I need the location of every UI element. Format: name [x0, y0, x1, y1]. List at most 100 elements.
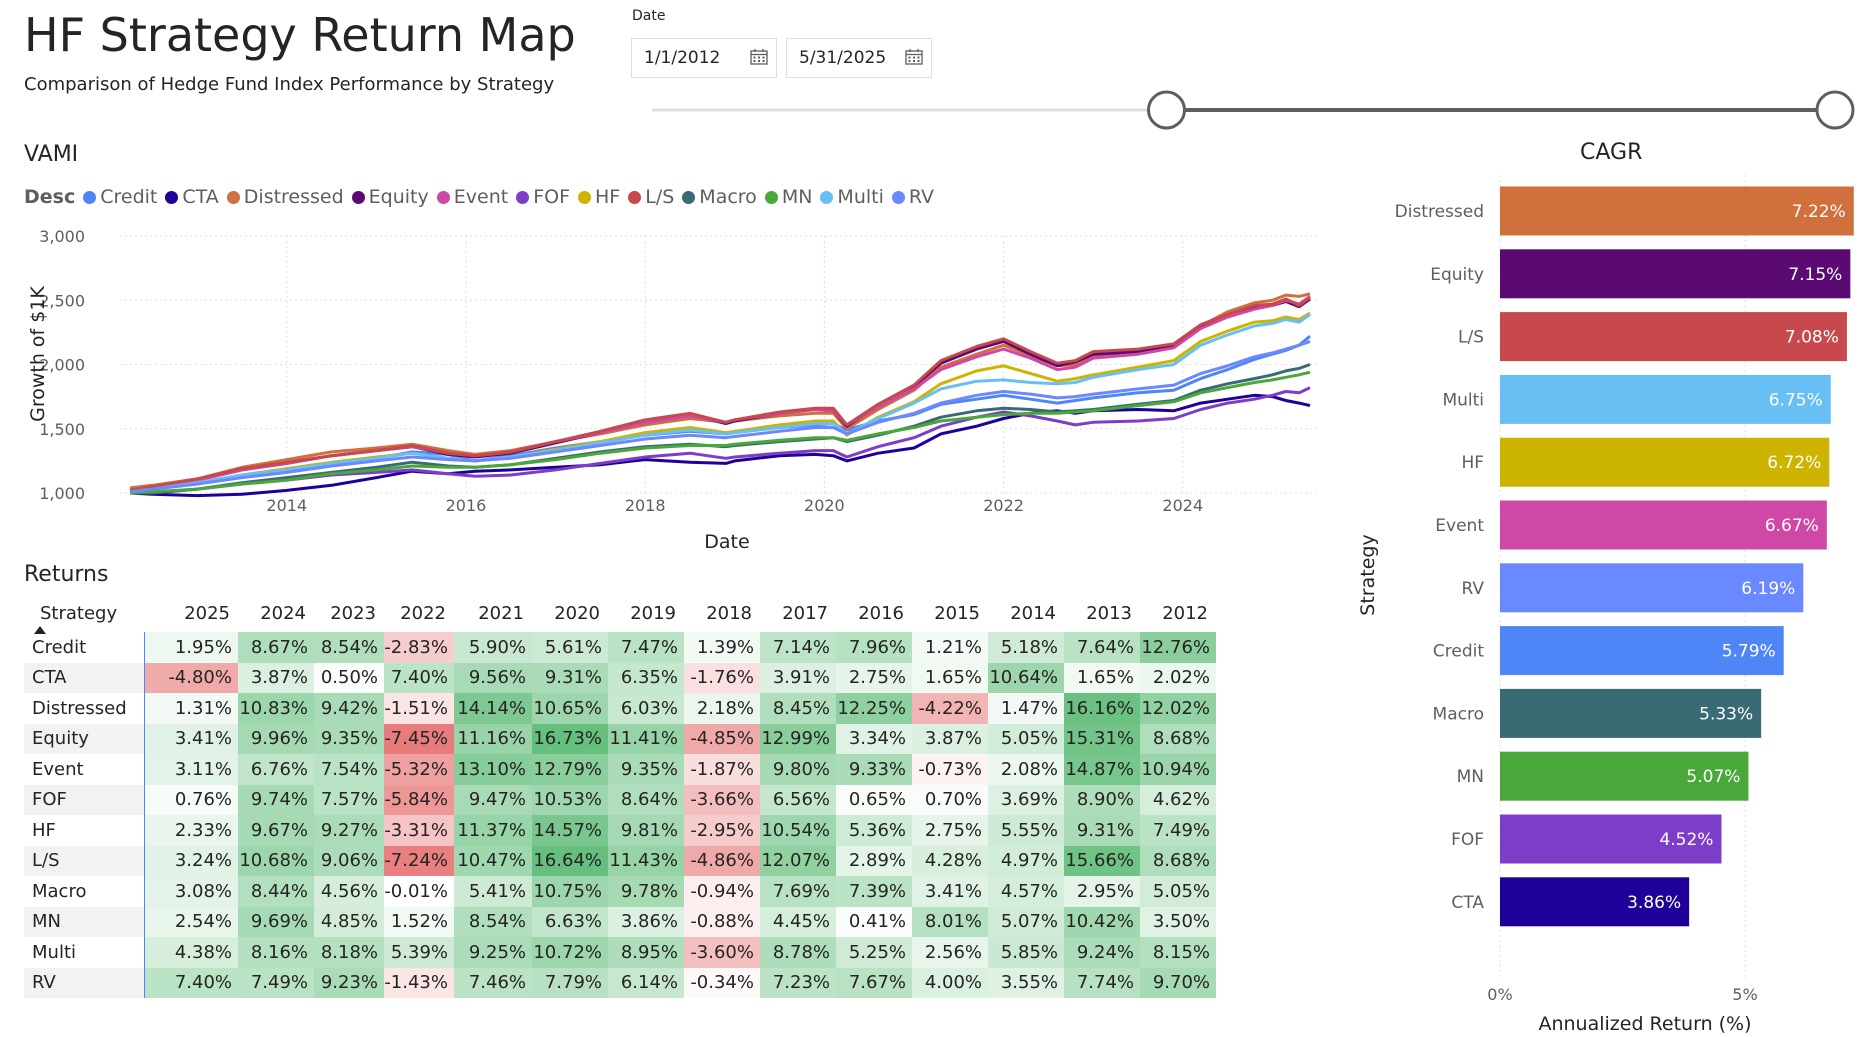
- legend-item[interactable]: Multi: [820, 186, 884, 208]
- table-cell: 9.23%: [314, 967, 384, 998]
- table-header-strategy[interactable]: Strategy: [24, 594, 144, 634]
- table-cell: 2.18%: [684, 693, 760, 724]
- table-column-header[interactable]: 2025: [184, 602, 230, 624]
- legend-swatch: [83, 190, 97, 204]
- table-column-header[interactable]: 2014: [1010, 602, 1056, 624]
- table-cell: 9.56%: [454, 662, 532, 693]
- vami-series-line[interactable]: [129, 313, 1311, 494]
- cagr-bar[interactable]: [1500, 437, 1830, 487]
- table-cell: 9.81%: [608, 815, 684, 846]
- table-row: MN 2.54% 9.69% 4.85% 1.52% 8.54% 6.63% 3.86% -0.…: [24, 906, 1216, 937]
- table-cell: 3.11%: [144, 754, 238, 785]
- legend-item[interactable]: Equity: [351, 186, 429, 208]
- cagr-bar[interactable]: [1500, 249, 1851, 299]
- legend-item[interactable]: CTA: [165, 186, 219, 208]
- table-row: L/S 3.24% 10.68% 9.06% -7.24% 10.47% 16.64% 11.…: [24, 845, 1216, 876]
- vami-series-line[interactable]: [130, 386, 1311, 495]
- table-column-header[interactable]: 2023: [330, 602, 376, 624]
- table-column-header[interactable]: 2022: [400, 602, 446, 624]
- table-column-header[interactable]: 2012: [1162, 602, 1208, 624]
- table-column-header[interactable]: 2013: [1086, 602, 1132, 624]
- vami-y-tick-label: 1,500: [39, 420, 85, 439]
- legend-title: Desc: [24, 186, 76, 208]
- table-cell: 14.87%: [1064, 754, 1140, 785]
- table-cell: 2.75%: [912, 815, 988, 846]
- cagr-bar[interactable]: [1500, 374, 1831, 424]
- vami-series-line[interactable]: [129, 393, 1311, 498]
- legend-swatch: [436, 190, 450, 204]
- cagr-category-label: FOF: [1451, 830, 1484, 850]
- table-column-header[interactable]: 2021: [478, 602, 524, 624]
- table-column-header[interactable]: 2019: [630, 602, 676, 624]
- table-column-header[interactable]: 2018: [706, 602, 752, 624]
- cagr-bar[interactable]: [1500, 877, 1690, 927]
- legend-label: HF: [595, 186, 621, 208]
- table-cell: 7.23%: [760, 967, 836, 998]
- table-cell: 7.39%: [836, 876, 912, 907]
- cagr-bar[interactable]: [1500, 814, 1722, 864]
- calendar-icon[interactable]: [905, 49, 923, 65]
- table-cell: 1.39%: [684, 632, 760, 663]
- legend-item[interactable]: Distressed: [226, 186, 344, 208]
- table-cell: 10.47%: [454, 845, 532, 876]
- date-range-slider[interactable]: [650, 90, 1865, 130]
- slider-end-handle[interactable]: [1815, 90, 1855, 130]
- table-cell: 3.86%: [608, 906, 684, 937]
- calendar-icon[interactable]: [750, 49, 768, 65]
- table-cell: 1.95%: [144, 632, 238, 663]
- table-column-header[interactable]: 2016: [858, 602, 904, 624]
- cagr-bar[interactable]: [1500, 500, 1827, 550]
- table-cell: 1.47%: [988, 693, 1064, 724]
- cagr-category-label: Credit: [1433, 642, 1484, 662]
- legend-item[interactable]: FOF: [516, 186, 570, 208]
- legend-item[interactable]: RV: [891, 186, 934, 208]
- table-cell: 13.10%: [454, 754, 532, 785]
- legend-item[interactable]: Credit: [83, 186, 157, 208]
- cagr-bar[interactable]: [1500, 751, 1749, 801]
- table-cell: 7.40%: [384, 662, 454, 693]
- legend-item[interactable]: MN: [764, 186, 812, 208]
- legend-item[interactable]: L/S: [628, 186, 674, 208]
- table-cell: 9.69%: [238, 906, 314, 937]
- table-row-strategy: Equity: [24, 723, 145, 754]
- returns-table-title: Returns: [24, 562, 109, 587]
- vami-series-line[interactable]: [129, 296, 1311, 492]
- vami-series-line[interactable]: [129, 311, 1311, 494]
- table-column-header[interactable]: 2020: [554, 602, 600, 624]
- table-cell: 6.76%: [238, 754, 314, 785]
- end-date-input[interactable]: 5/31/2025: [786, 38, 932, 78]
- table-cell: 12.76%: [1140, 632, 1216, 663]
- table-cell: 1.65%: [1064, 662, 1140, 693]
- start-date-input[interactable]: 1/1/2012: [631, 38, 777, 78]
- table-cell: 8.78%: [760, 937, 836, 968]
- cagr-bar[interactable]: [1500, 312, 1847, 362]
- table-column-header[interactable]: 2017: [782, 602, 828, 624]
- cagr-bar[interactable]: [1500, 626, 1784, 676]
- legend-label: Multi: [837, 186, 884, 208]
- table-row: Credit 1.95% 8.67% 8.54% -2.83% 5.90% 5.61% 7.4…: [24, 632, 1216, 663]
- table-cell: 7.79%: [532, 967, 608, 998]
- table-cell: 11.43%: [608, 845, 684, 876]
- cagr-bar[interactable]: [1500, 563, 1804, 613]
- legend-item[interactable]: HF: [578, 186, 620, 208]
- cagr-category-label: HF: [1461, 453, 1484, 473]
- table-column-header[interactable]: 2024: [260, 602, 306, 624]
- sort-ascending-icon[interactable]: [34, 626, 46, 634]
- table-cell: 6.14%: [608, 967, 684, 998]
- legend-swatch: [226, 190, 240, 204]
- cagr-bar[interactable]: [1500, 688, 1762, 738]
- vami-series-line[interactable]: [129, 339, 1311, 494]
- legend-item[interactable]: Event: [436, 186, 508, 208]
- cagr-bar[interactable]: [1500, 186, 1854, 236]
- table-row-strategy: Credit: [24, 632, 145, 663]
- table-column-header[interactable]: 2015: [934, 602, 980, 624]
- slider-start-handle[interactable]: [1147, 90, 1186, 130]
- table-cell: 12.79%: [532, 754, 608, 785]
- strategy-column-label: Strategy: [40, 602, 118, 624]
- legend-item[interactable]: Macro: [682, 186, 757, 208]
- table-cell: 16.73%: [532, 723, 608, 754]
- table-cell: 9.96%: [238, 723, 314, 754]
- table-cell: 9.80%: [760, 754, 836, 785]
- table-cell: 7.57%: [314, 784, 384, 815]
- vami-series-line[interactable]: [129, 370, 1311, 495]
